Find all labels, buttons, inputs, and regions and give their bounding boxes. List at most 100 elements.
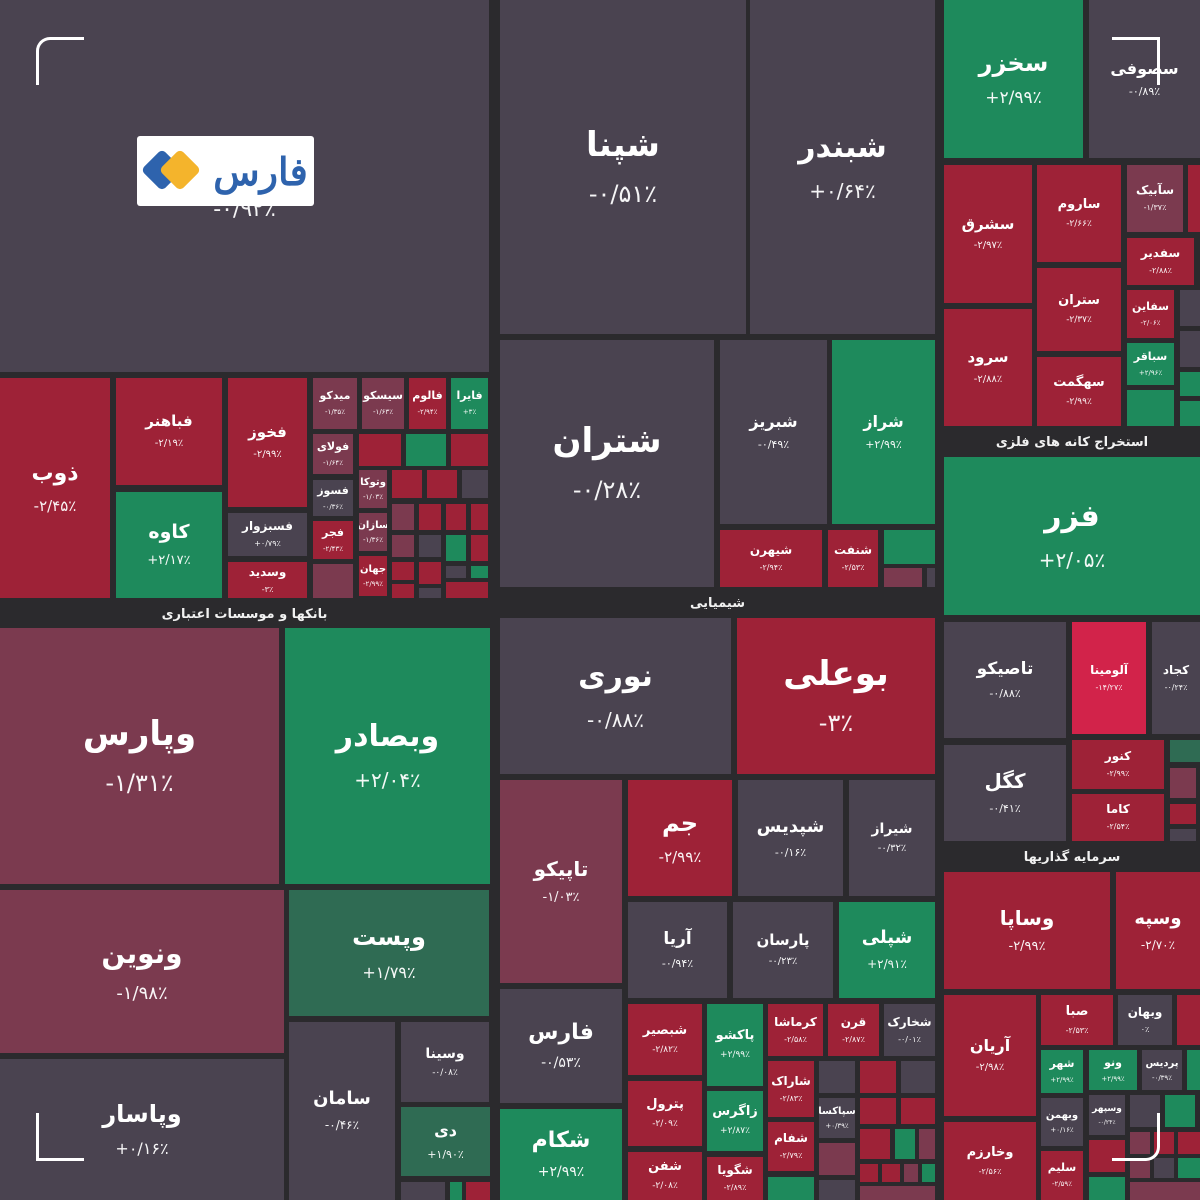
treemap-cell[interactable] (1180, 401, 1200, 426)
treemap-cell[interactable] (427, 470, 457, 498)
treemap-cell[interactable]: فسوز -۰/۳۶٪ (313, 480, 353, 516)
treemap-cell[interactable]: ذوب -۲/۴۵٪ (0, 378, 110, 598)
treemap-cell[interactable]: سازان -۱/۳۶٪ (359, 513, 387, 551)
treemap-cell[interactable] (392, 504, 414, 530)
treemap-cell[interactable]: شبریز -۰/۴۹٪ (720, 340, 827, 524)
treemap-cell[interactable] (1180, 290, 1200, 326)
treemap-cell[interactable]: سپاکسا +۰/۳۹٪ (819, 1098, 855, 1138)
treemap-cell[interactable] (419, 504, 441, 530)
treemap-cell[interactable]: سخزر +۲/۹۹٪ (944, 0, 1083, 158)
treemap-cell[interactable]: صبا -۲/۵۳٪ (1041, 995, 1113, 1045)
treemap-cell[interactable]: سفاین -۲/۰۶٪ (1127, 290, 1174, 338)
treemap-cell[interactable]: کجاد -۰/۲۴٪ (1152, 622, 1200, 734)
treemap-cell[interactable]: شهر +۲/۹۹٪ (1041, 1050, 1083, 1093)
treemap-cell[interactable] (860, 1186, 935, 1200)
treemap-cell[interactable]: شپنا -۰/۵۱٪ (500, 0, 746, 334)
treemap-cell[interactable]: پاکشو +۲/۹۹٪ (707, 1004, 763, 1086)
treemap-cell[interactable] (1154, 1158, 1174, 1178)
treemap-cell[interactable]: آریا -۰/۹۴٪ (628, 902, 727, 998)
treemap-cell[interactable]: وخارزم -۲/۵۶٪ (944, 1122, 1036, 1200)
treemap-cell[interactable] (419, 588, 441, 598)
treemap-cell[interactable] (401, 1182, 445, 1200)
treemap-cell[interactable] (884, 568, 922, 587)
treemap-cell[interactable]: وبهمن +۰/۱۶٪ (1041, 1098, 1083, 1146)
treemap-cell[interactable] (1180, 372, 1200, 396)
treemap-cell[interactable]: میدکو -۱/۳۵٪ (313, 378, 357, 429)
treemap-cell[interactable] (1127, 390, 1174, 426)
treemap-cell[interactable]: کرماشا -۲/۵۸٪ (768, 1004, 823, 1056)
treemap-cell[interactable] (419, 562, 441, 584)
treemap-cell[interactable]: زاگرس +۲/۸۷٪ (707, 1091, 763, 1151)
treemap-cell[interactable]: شفن -۲/۰۸٪ (628, 1152, 702, 1200)
treemap-cell[interactable] (1180, 331, 1200, 367)
treemap-cell[interactable]: شنفت -۲/۵۳٪ (828, 530, 878, 587)
treemap-cell[interactable]: سفدیر -۲/۸۸٪ (1127, 238, 1194, 285)
treemap-cell[interactable] (359, 434, 401, 466)
treemap-cell[interactable]: قرن -۲/۸۷٪ (828, 1004, 879, 1056)
treemap-cell[interactable]: شتران -۰/۲۸٪ (500, 340, 714, 587)
treemap-cell[interactable]: کاوه +۲/۱۷٪ (116, 492, 222, 598)
treemap-cell[interactable] (927, 568, 935, 587)
treemap-cell[interactable] (1188, 165, 1200, 232)
treemap-cell[interactable]: شکام +۲/۹۹٪ (500, 1109, 622, 1200)
treemap-cell[interactable] (471, 504, 488, 530)
treemap-cell[interactable] (1170, 804, 1196, 824)
treemap-cell[interactable]: تاصیکو -۰/۸۸٪ (944, 622, 1066, 738)
treemap-cell[interactable]: شگویا -۲/۸۹٪ (707, 1157, 763, 1200)
treemap-cell[interactable] (768, 1177, 814, 1200)
treemap-cell[interactable]: فخوز -۲/۹۹٪ (228, 378, 307, 507)
treemap-cell[interactable] (446, 504, 466, 530)
treemap-cell[interactable] (471, 566, 488, 578)
treemap-cell[interactable]: ستران -۲/۳۷٪ (1037, 268, 1121, 351)
treemap-cell[interactable]: شبصیر -۲/۸۲٪ (628, 1004, 702, 1075)
treemap-cell[interactable] (1170, 768, 1196, 798)
treemap-cell[interactable]: فسبزوار +۰/۷۹٪ (228, 513, 307, 556)
treemap-cell[interactable]: کگل -۰/۴۱٪ (944, 745, 1066, 841)
treemap-cell[interactable]: وپارس -۱/۳۱٪ (0, 628, 279, 884)
treemap-cell[interactable] (819, 1061, 855, 1093)
treemap-cell[interactable]: نوری -۰/۸۸٪ (500, 618, 731, 774)
treemap-cell[interactable]: بوعلی -۳٪ (737, 618, 935, 774)
treemap-cell[interactable] (419, 535, 441, 557)
treemap-cell[interactable] (860, 1098, 896, 1124)
treemap-cell[interactable] (450, 1182, 462, 1200)
treemap-cell[interactable]: وسپه -۲/۷۰٪ (1116, 872, 1200, 989)
treemap-cell[interactable]: ونو +۲/۹۹٪ (1089, 1050, 1137, 1090)
treemap-cell[interactable]: سرود -۲/۸۸٪ (944, 309, 1032, 426)
treemap-cell[interactable]: آریان -۲/۹۸٪ (944, 995, 1036, 1116)
treemap-cell[interactable] (446, 582, 488, 598)
treemap-cell[interactable]: سلیم -۲/۵۹٪ (1041, 1151, 1083, 1200)
treemap-cell[interactable]: دی +۱/۹۰٪ (401, 1107, 490, 1176)
treemap-cell[interactable] (819, 1180, 855, 1200)
treemap-cell[interactable]: پترول -۲/۰۹٪ (628, 1081, 702, 1146)
treemap-cell[interactable] (462, 470, 488, 498)
treemap-cell[interactable]: وپاسار +۰/۱۶٪ (0, 1059, 284, 1200)
treemap-cell[interactable] (1089, 1177, 1125, 1200)
treemap-cell[interactable]: جهان -۲/۹۹٪ (359, 556, 387, 596)
treemap-cell[interactable] (901, 1098, 935, 1124)
treemap-cell[interactable] (1178, 1158, 1200, 1178)
treemap-cell[interactable]: وبصادر +۲/۰۴٪ (285, 628, 490, 884)
treemap-cell[interactable]: وسدید -۳٪ (228, 562, 307, 598)
treemap-cell[interactable]: فجر -۲/۴۳٪ (313, 521, 353, 559)
treemap-cell[interactable] (860, 1061, 896, 1093)
treemap-cell[interactable]: سیسکو -۱/۶۳٪ (362, 378, 404, 429)
treemap-cell[interactable]: سهگمت -۲/۹۹٪ (1037, 357, 1121, 426)
treemap-cell[interactable] (922, 1164, 935, 1182)
treemap-cell[interactable] (919, 1129, 935, 1159)
treemap-cell[interactable]: فزر +۲/۰۵٪ (944, 457, 1200, 615)
treemap-cell[interactable]: فولای -۱/۶۴٪ (313, 434, 353, 474)
treemap-cell[interactable]: شاراک -۲/۸۳٪ (768, 1061, 814, 1117)
treemap-cell[interactable]: شخارک -۰/۰۱٪ (884, 1004, 935, 1056)
treemap-cell[interactable] (904, 1164, 918, 1182)
treemap-cell[interactable]: فالوم -۲/۹۴٪ (409, 378, 446, 429)
treemap-cell[interactable]: سامان -۰/۴۶٪ (289, 1022, 395, 1200)
treemap-cell[interactable] (895, 1129, 915, 1159)
treemap-cell[interactable] (901, 1061, 935, 1093)
treemap-cell[interactable]: تاپیکو -۱/۰۳٪ (500, 780, 622, 983)
treemap-cell[interactable]: ساروم -۲/۶۶٪ (1037, 165, 1121, 262)
treemap-cell[interactable] (451, 434, 488, 466)
treemap-cell[interactable] (446, 566, 466, 578)
treemap-cell[interactable] (466, 1182, 490, 1200)
treemap-cell[interactable]: شبندر +۰/۶۴٪ (750, 0, 935, 334)
